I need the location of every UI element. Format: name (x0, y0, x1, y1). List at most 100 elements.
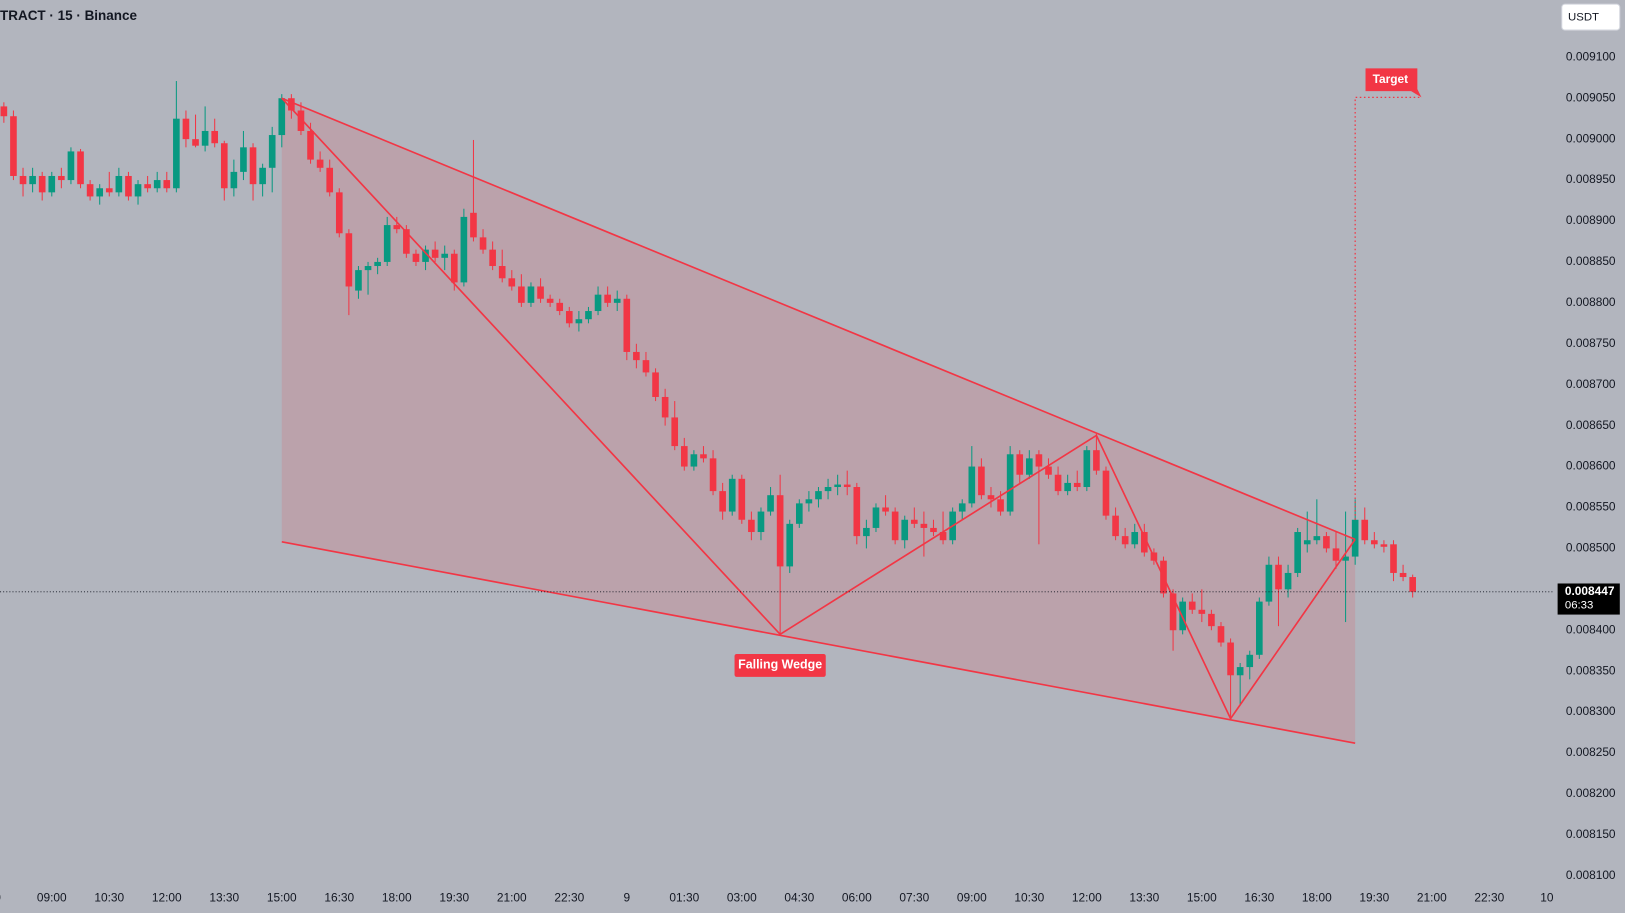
candle-body (288, 98, 295, 111)
candle-body (786, 523, 794, 567)
candle-body (834, 484, 841, 488)
x-tick-label: 12:00 (1072, 891, 1102, 905)
x-tick-label: 21:00 (497, 891, 527, 905)
candle-body (115, 175, 123, 193)
x-tick-label: 10:30 (94, 891, 124, 905)
candle-body (335, 192, 343, 234)
currency-label[interactable]: USDT (1568, 12, 1599, 24)
x-tick-label: 19:30 (439, 891, 469, 905)
candle-body (450, 253, 458, 283)
x-tick-label: 18:00 (1302, 891, 1332, 905)
candle-body (431, 249, 439, 258)
candle-body (10, 116, 17, 176)
x-tick-label: 22:30 (554, 891, 584, 905)
candle-body (872, 507, 880, 528)
candle-body (144, 184, 151, 189)
candle-body (364, 266, 372, 271)
chart-title: TRACT · 15 · Binance (0, 8, 137, 23)
candle-body (757, 511, 765, 533)
x-tick-label: 15:00 (267, 891, 297, 905)
y-tick-label: 0.008850 (1566, 254, 1616, 268)
candle-body (297, 110, 305, 131)
candle-body (125, 175, 132, 197)
candle-body (978, 466, 985, 496)
y-tick-label: 0.008950 (1566, 172, 1616, 186)
candle-body (719, 491, 726, 512)
candle-body (86, 184, 94, 197)
candle-body (163, 180, 171, 189)
x-tick-label: 13:30 (1129, 891, 1159, 905)
candle-body (1121, 536, 1129, 545)
currency-button-box[interactable] (1561, 3, 1621, 31)
candle-body (920, 523, 928, 528)
wedge-area (281, 98, 1356, 744)
candle-body (901, 519, 909, 541)
y-tick-label: 0.008400 (1566, 622, 1616, 636)
candle-body (1390, 544, 1397, 573)
candle-body (661, 396, 669, 418)
candle-body (518, 286, 525, 303)
candle-body (738, 478, 746, 520)
candle-body (77, 151, 84, 185)
x-tick-label: 9 (623, 891, 630, 905)
y-tick-label: 0.008550 (1566, 500, 1616, 514)
x-tick-label: 21:00 (1417, 891, 1447, 905)
x-tick-label: 06:00 (842, 891, 872, 905)
currency-button[interactable]: USDT (1561, 3, 1621, 31)
x-tick-label: 09:00 (957, 891, 987, 905)
candle-body (642, 360, 650, 373)
candle-body (604, 294, 611, 303)
x-tick-label: 22:30 (1474, 891, 1504, 905)
candle-body (441, 253, 449, 258)
y-tick-label: 0.008800 (1566, 295, 1616, 309)
x-tick-label: 18:00 (382, 891, 412, 905)
candle-body (1073, 482, 1081, 488)
candle-body (1064, 482, 1071, 492)
candle-body (1351, 519, 1359, 557)
candle-body (1083, 450, 1091, 488)
candle-body (652, 372, 659, 397)
candle-body (1332, 548, 1340, 561)
candle-body (1026, 458, 1033, 475)
y-tick-label: 0.008200 (1566, 786, 1616, 800)
candle-body (1371, 540, 1378, 545)
candle-body (1102, 470, 1110, 516)
y-tick-label: 0.009100 (1566, 49, 1616, 63)
x-tick-label: 10 (1540, 891, 1554, 905)
candle-body (1361, 519, 1369, 541)
candle-body (1294, 532, 1301, 573)
candle-body (1342, 556, 1349, 561)
candle-body (29, 175, 36, 185)
candle-body (1035, 454, 1043, 467)
x-tick-label: 16:30 (1244, 891, 1274, 905)
y-tick-label: 0.009000 (1566, 131, 1616, 145)
candle-body (1045, 466, 1052, 475)
x-tick-label: 07:30 (899, 891, 929, 905)
candle-body (815, 491, 822, 500)
candle-body (930, 527, 937, 533)
countdown-label: 06:33 (1565, 599, 1593, 611)
candle-body (211, 130, 219, 144)
candle-body (383, 225, 391, 262)
candle-body (776, 495, 784, 567)
candle-body (565, 311, 573, 324)
candle-body (134, 184, 142, 197)
y-tick-label: 0.008600 (1566, 459, 1616, 473)
candle-body (403, 229, 410, 254)
candle-body (1313, 536, 1321, 541)
candle-body (623, 298, 631, 352)
candle-body (489, 249, 496, 267)
wedge-upper-line (281, 97, 1356, 541)
candle-body (1227, 642, 1234, 676)
candle-body (58, 175, 65, 181)
x-tick-label: 03:00 (727, 891, 757, 905)
candle-body (38, 175, 46, 193)
candle-body (1256, 601, 1263, 655)
x-tick-label: 19:30 (1359, 891, 1389, 905)
candle-body (326, 167, 334, 193)
candle-body (1399, 572, 1407, 578)
candle-body (527, 286, 535, 303)
candle-body (1188, 601, 1196, 610)
y-tick-label: 0.008250 (1566, 745, 1616, 759)
